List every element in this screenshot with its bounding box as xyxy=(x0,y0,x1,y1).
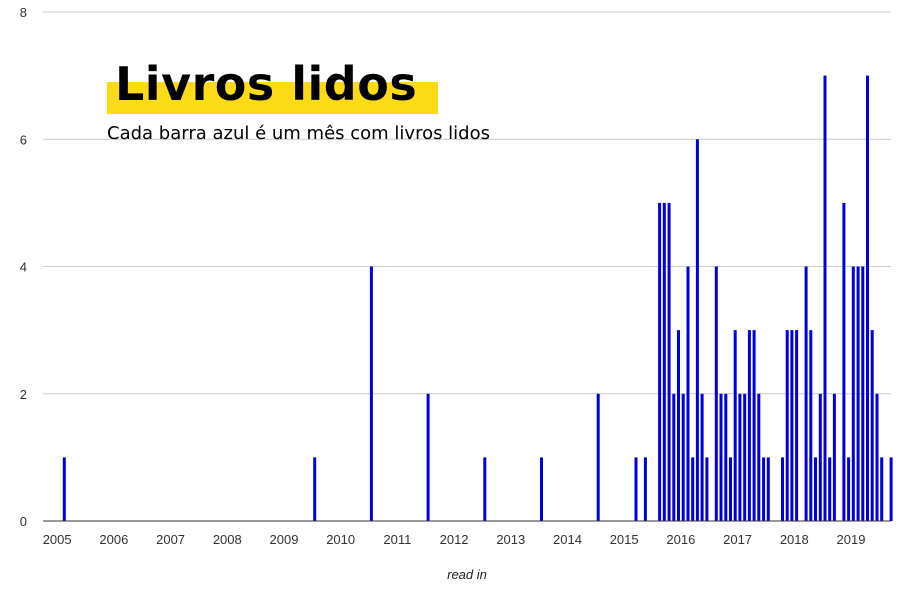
bar xyxy=(785,330,789,521)
bar xyxy=(540,457,543,521)
bar xyxy=(695,139,699,522)
title-highlight xyxy=(107,82,438,114)
bar xyxy=(729,457,732,521)
bar xyxy=(691,457,695,521)
x-tick-label: 2005 xyxy=(43,532,72,547)
y-tick-label: 2 xyxy=(20,387,27,402)
bar xyxy=(724,393,728,522)
bar xyxy=(795,330,799,521)
bar xyxy=(743,393,747,522)
bar xyxy=(804,266,808,521)
x-tick-label: 2012 xyxy=(440,532,469,547)
x-tick-label: 2006 xyxy=(99,532,128,547)
bar xyxy=(733,330,737,521)
y-tick-label: 6 xyxy=(20,132,27,147)
bar xyxy=(483,457,487,521)
x-tick-label: 2009 xyxy=(270,532,299,547)
bar xyxy=(875,393,879,522)
x-axis-label: read in xyxy=(447,567,487,582)
bar xyxy=(426,393,430,522)
x-tick-label: 2008 xyxy=(213,532,242,547)
bar xyxy=(672,393,676,522)
bar xyxy=(714,266,718,521)
bar xyxy=(790,330,794,521)
bar xyxy=(747,330,751,521)
bar xyxy=(677,330,680,521)
bar xyxy=(752,330,756,521)
x-tick-label: 2017 xyxy=(723,532,752,547)
bar xyxy=(643,457,647,521)
bar xyxy=(781,457,784,521)
x-tick-label: 2016 xyxy=(666,532,695,547)
bar xyxy=(62,457,66,521)
x-tick-label: 2015 xyxy=(610,532,639,547)
bar xyxy=(719,393,723,522)
bar xyxy=(596,393,600,522)
bar xyxy=(856,266,860,521)
bar xyxy=(766,457,770,521)
bar xyxy=(762,457,766,521)
bar xyxy=(818,393,822,522)
x-tick-label: 2010 xyxy=(326,532,355,547)
y-tick-label: 4 xyxy=(20,260,27,275)
bar xyxy=(662,202,666,521)
bar xyxy=(851,266,855,521)
bar xyxy=(889,457,893,521)
bar xyxy=(700,393,704,522)
bar xyxy=(705,457,709,521)
x-tick-label: 2011 xyxy=(383,532,411,547)
bar xyxy=(814,457,817,521)
bar xyxy=(634,457,638,521)
bar xyxy=(828,457,832,521)
bar xyxy=(823,75,827,521)
y-tick-label: 0 xyxy=(20,514,27,529)
x-tick-label: 2018 xyxy=(780,532,809,547)
bar xyxy=(842,202,846,521)
bar xyxy=(866,75,869,521)
bar xyxy=(686,266,690,521)
bar xyxy=(757,393,761,522)
bar xyxy=(861,266,865,521)
y-axis-ticks: 0 2 4 6 8 xyxy=(20,5,27,529)
bars-group xyxy=(62,75,893,522)
bar xyxy=(880,457,884,521)
x-tick-label: 2019 xyxy=(837,532,866,547)
title-block: Livros lidos xyxy=(107,57,438,114)
bar xyxy=(658,202,662,521)
bar xyxy=(313,457,317,521)
bar xyxy=(667,202,671,521)
chart-subtitle: Cada barra azul é um mês com livros lido… xyxy=(107,123,491,144)
x-tick-label: 2013 xyxy=(496,532,525,547)
bar xyxy=(832,393,836,522)
bar xyxy=(369,266,373,521)
x-tick-label: 2014 xyxy=(553,532,582,547)
x-axis-ticks: 2005 2006 2007 2008 2009 2010 2011 2012 2013 2014… xyxy=(43,532,866,547)
chart-title: Livros lidos xyxy=(115,57,418,111)
bar xyxy=(809,330,813,521)
bar xyxy=(738,393,742,522)
bar xyxy=(847,457,851,521)
bar xyxy=(681,393,685,522)
bar xyxy=(870,330,874,521)
x-tick-label: 2007 xyxy=(156,532,185,547)
y-tick-label: 8 xyxy=(20,5,27,20)
